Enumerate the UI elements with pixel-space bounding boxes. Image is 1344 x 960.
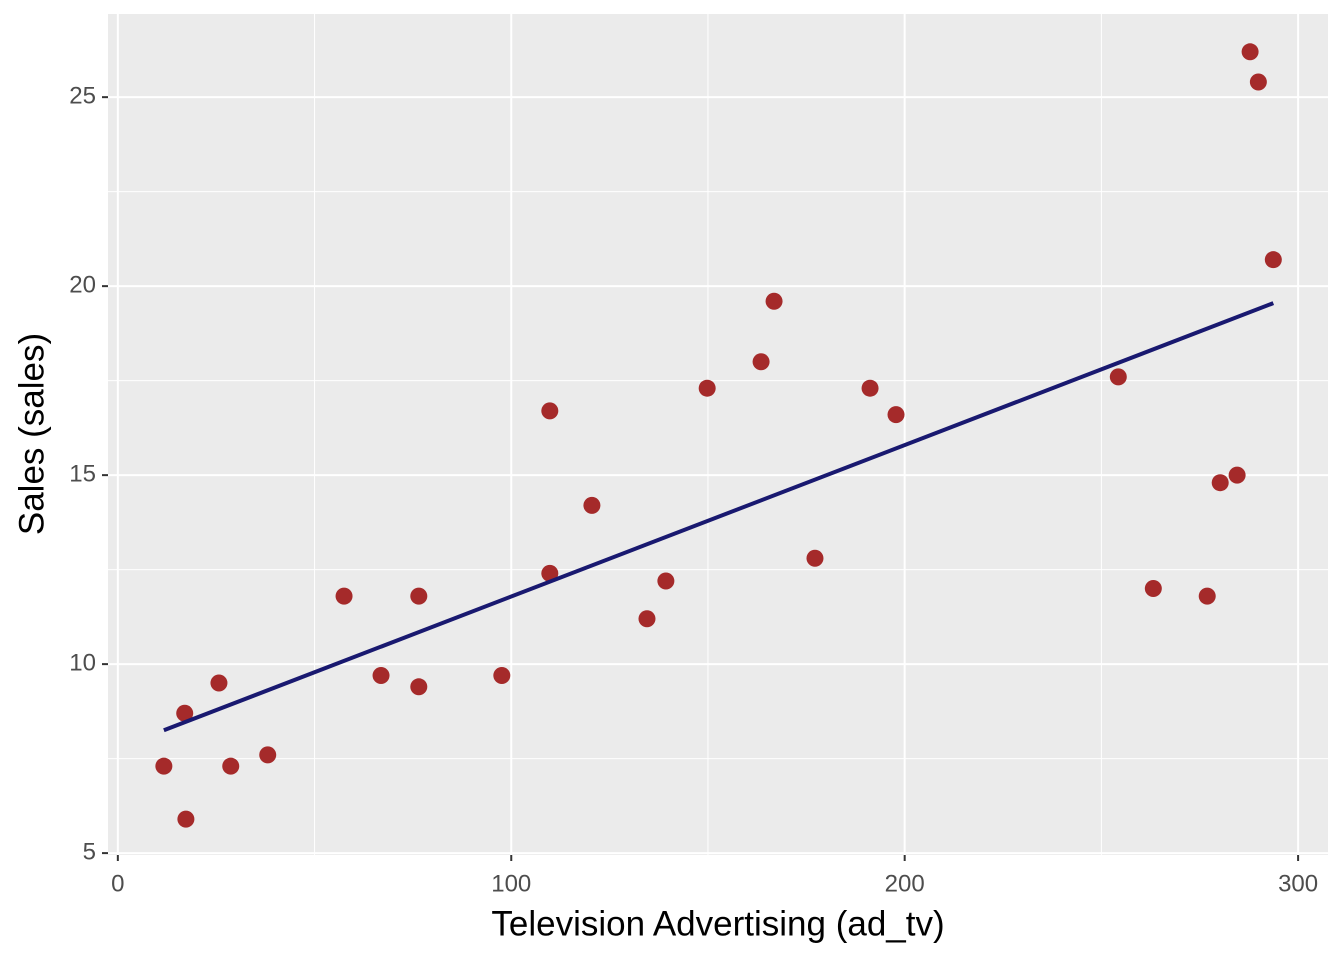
point [765, 292, 783, 310]
point [541, 402, 559, 420]
point [887, 406, 905, 424]
y-tick-label: 15 [69, 460, 96, 487]
y-axis-title: Sales (sales) [12, 333, 51, 535]
point [657, 572, 675, 590]
point [1109, 368, 1127, 386]
point [861, 379, 879, 397]
point [210, 674, 228, 692]
point [698, 379, 716, 397]
point [1264, 251, 1282, 269]
point [177, 810, 195, 828]
point [410, 678, 428, 696]
point [1228, 466, 1246, 484]
y-tick-label: 25 [69, 82, 96, 109]
x-tick-label: 100 [491, 870, 531, 897]
point [259, 746, 277, 764]
x-axis-title: Television Advertising (ad_tv) [491, 904, 944, 943]
point [806, 549, 824, 567]
point [638, 610, 656, 628]
trend-line [163, 301, 1275, 733]
x-tick-label: 0 [111, 870, 124, 897]
point [1249, 73, 1267, 91]
point [493, 666, 511, 684]
point [1241, 43, 1259, 61]
point [541, 564, 559, 582]
point [335, 587, 353, 605]
y-tick-label: 5 [83, 838, 96, 865]
point [1144, 580, 1162, 598]
point [155, 757, 173, 775]
point [410, 587, 428, 605]
point [1211, 474, 1229, 492]
point [372, 666, 390, 684]
point [752, 353, 770, 371]
point [583, 496, 601, 514]
point [176, 704, 194, 722]
y-tick-label: 10 [69, 649, 96, 676]
y-tick-label: 20 [69, 271, 96, 298]
point [1198, 587, 1216, 605]
x-tick-label: 200 [885, 870, 925, 897]
point [222, 757, 240, 775]
panel [108, 14, 1328, 855]
x-tick-label: 300 [1278, 870, 1318, 897]
